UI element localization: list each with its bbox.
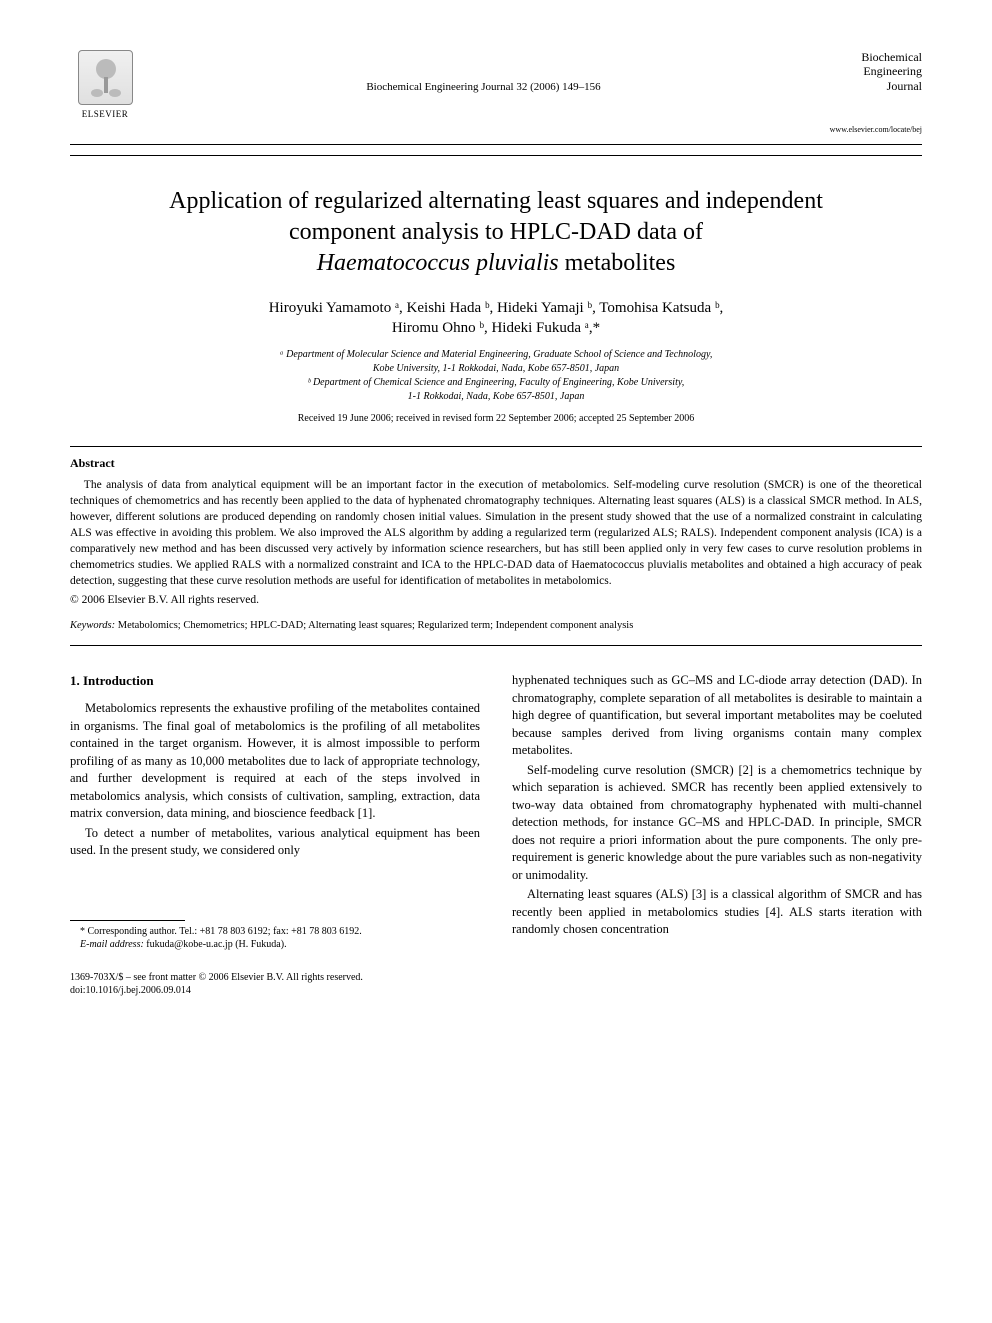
affiliations: ᵃ Department of Molecular Science and Ma… xyxy=(70,348,922,404)
footer-issn: 1369-703X/$ – see front matter © 2006 El… xyxy=(70,971,922,985)
header-rule-bottom xyxy=(70,155,922,156)
intro-p2: To detect a number of metabolites, vario… xyxy=(70,825,480,860)
header-row: ELSEVIER Biochemical Engineering Journal… xyxy=(70,50,922,136)
journal-cover: Biochemical Engineering Journal www.else… xyxy=(827,50,922,136)
intro-p4: Self-modeling curve resolution (SMCR) [2… xyxy=(512,762,922,885)
abstract-body: The analysis of data from analytical equ… xyxy=(70,477,922,590)
abstract-paragraph: The analysis of data from analytical equ… xyxy=(70,477,922,590)
keywords-rule-bottom xyxy=(70,645,922,646)
title-italic-species: Haematococcus pluvialis xyxy=(317,250,559,276)
authors-line-2: Hiromu Ohno ᵇ, Hideki Fukuda ᵃ,* xyxy=(392,320,600,336)
title-after-italic: metabolites xyxy=(559,250,676,276)
journal-reference: Biochemical Engineering Journal 32 (2006… xyxy=(140,50,827,95)
footnote-email-label: E-mail address: xyxy=(80,939,144,950)
affiliation-b: ᵇ Department of Chemical Science and Eng… xyxy=(70,376,922,404)
keywords-text: Metabolomics; Chemometrics; HPLC-DAD; Al… xyxy=(115,620,633,631)
footnote-corr: * Corresponding author. Tel.: +81 78 803… xyxy=(70,925,480,938)
keywords: Keywords: Metabolomics; Chemometrics; HP… xyxy=(70,619,922,633)
article-title: Application of regularized alternating l… xyxy=(110,186,882,280)
intro-p1: Metabolomics represents the exhaustive p… xyxy=(70,700,480,823)
left-column: 1. Introduction Metabolomics represents … xyxy=(70,672,480,951)
footer: 1369-703X/$ – see front matter © 2006 El… xyxy=(70,971,922,998)
title-line-1: Application of regularized alternating l… xyxy=(169,188,823,214)
section-1-heading: 1. Introduction xyxy=(70,672,480,690)
publisher-logo: ELSEVIER xyxy=(70,50,140,130)
journal-url: www.elsevier.com/locate/bej xyxy=(827,125,922,136)
journal-cover-title: Biochemical Engineering Journal xyxy=(827,50,922,93)
title-line-2: component analysis to HPLC-DAD data of xyxy=(289,219,703,245)
footnote-email-line: E-mail address: fukuda@kobe-u.ac.jp (H. … xyxy=(70,938,480,951)
abstract-copyright: © 2006 Elsevier B.V. All rights reserved… xyxy=(70,593,922,609)
footnote-email: fukuda@kobe-u.ac.jp (H. Fukuda). xyxy=(144,939,287,950)
header-rule-top xyxy=(70,144,922,145)
authors-line-1: Hiroyuki Yamamoto ᵃ, Keishi Hada ᵇ, Hide… xyxy=(269,300,724,316)
body-columns: 1. Introduction Metabolomics represents … xyxy=(70,672,922,951)
authors: Hiroyuki Yamamoto ᵃ, Keishi Hada ᵇ, Hide… xyxy=(70,298,922,339)
right-column: hyphenated techniques such as GC–MS and … xyxy=(512,672,922,951)
publisher-label: ELSEVIER xyxy=(82,108,129,120)
elsevier-tree-icon xyxy=(78,50,133,105)
keywords-label: Keywords: xyxy=(70,620,115,631)
intro-p3: hyphenated techniques such as GC–MS and … xyxy=(512,672,922,760)
footer-doi: doi:10.1016/j.bej.2006.09.014 xyxy=(70,984,922,998)
footnote-rule xyxy=(70,920,185,921)
corresponding-author-footnote: * Corresponding author. Tel.: +81 78 803… xyxy=(70,925,480,951)
article-dates: Received 19 June 2006; received in revis… xyxy=(70,412,922,426)
affiliation-a: ᵃ Department of Molecular Science and Ma… xyxy=(70,348,922,376)
abstract-rule-top xyxy=(70,446,922,447)
abstract-heading: Abstract xyxy=(70,455,922,471)
intro-p5: Alternating least squares (ALS) [3] is a… xyxy=(512,886,922,939)
